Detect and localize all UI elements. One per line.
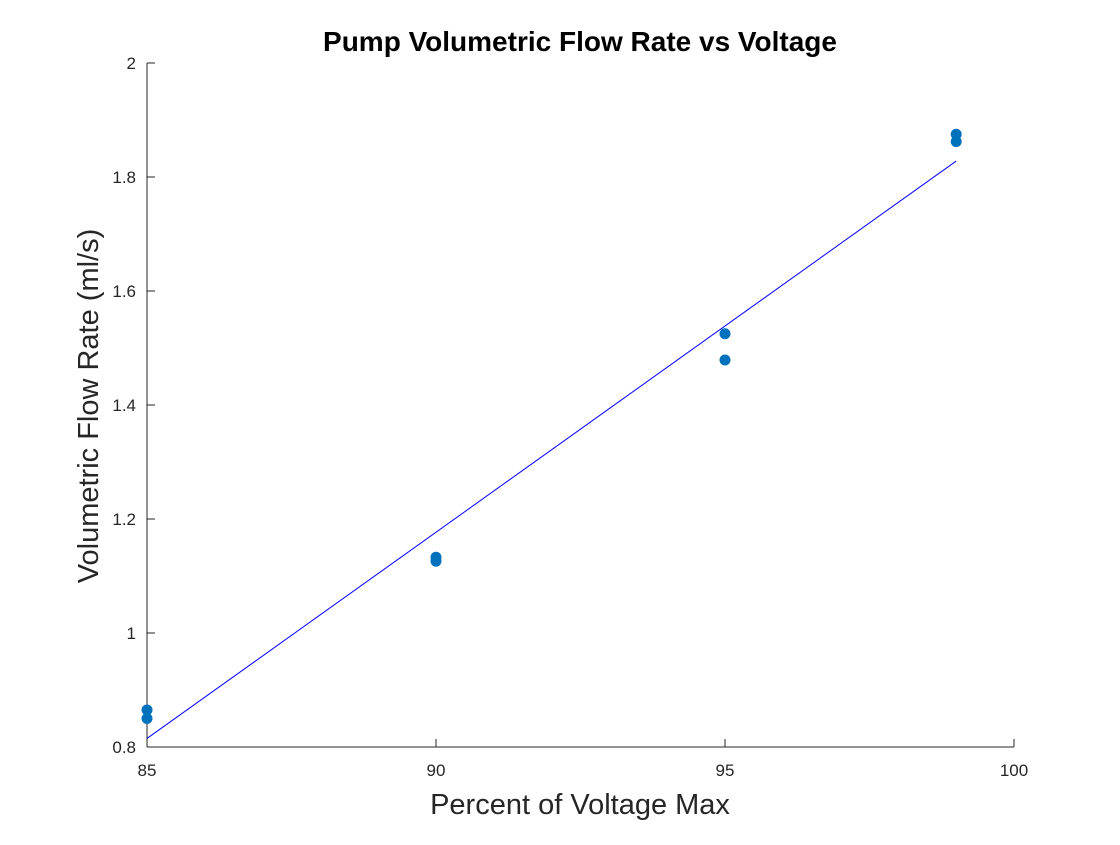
data-point: [950, 136, 962, 148]
fit-line: [146, 160, 957, 739]
data-point: [141, 713, 153, 724]
y-tick-label: 1.2: [112, 510, 136, 529]
y-tick-label: 1.4: [112, 396, 136, 415]
x-tick-label: 90: [427, 761, 446, 780]
y-tick-label: 0.8: [112, 738, 136, 757]
x-axis-title: Percent of Voltage Max: [430, 789, 730, 821]
chart-title: Pump Volumetric Flow Rate vs Voltage: [323, 26, 837, 57]
fit-line-layer: [146, 160, 957, 739]
y-tick-label: 2: [127, 54, 136, 73]
data-point: [430, 555, 442, 567]
scatter-points: [141, 128, 962, 724]
y-tick-label: 1: [127, 624, 136, 643]
y-axis-title: Volumetric Flow Rate (ml/s): [73, 229, 105, 584]
x-tick-label: 95: [716, 761, 735, 780]
y-tick-label: 1.8: [112, 168, 136, 187]
y-tick-label: 1.6: [112, 282, 136, 301]
data-point: [719, 354, 731, 366]
axes: 85 90 95 100 0.8 1 1.2 1.4 1.6 1.8 2: [112, 54, 1028, 780]
x-tick-label: 85: [138, 761, 157, 780]
data-point: [719, 328, 731, 340]
x-tick-label: 100: [1000, 761, 1028, 780]
